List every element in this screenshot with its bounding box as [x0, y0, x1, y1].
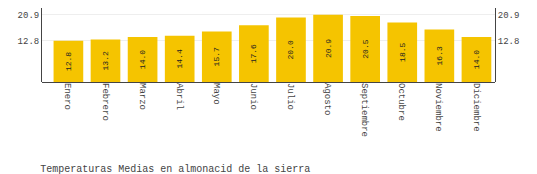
svg-text:20.0: 20.0 — [286, 40, 295, 59]
svg-text:Septiembre: Septiembre — [359, 83, 369, 137]
svg-text:14.0: 14.0 — [138, 50, 147, 69]
svg-text:14.0: 14.0 — [472, 50, 481, 69]
svg-text:Agosto: Agosto — [322, 83, 332, 115]
svg-text:12.8: 12.8 — [64, 52, 73, 71]
svg-text:13.2: 13.2 — [101, 51, 110, 70]
svg-text:Enero: Enero — [62, 83, 72, 110]
svg-text:Junio: Junio — [248, 83, 258, 110]
svg-text:Octubre: Octubre — [396, 83, 406, 121]
svg-text:Mayo: Mayo — [211, 83, 221, 105]
svg-text:20.9: 20.9 — [18, 11, 40, 21]
svg-text:Febrero: Febrero — [100, 83, 110, 121]
svg-text:20.5: 20.5 — [361, 39, 370, 58]
svg-text:Noviembre: Noviembre — [433, 83, 443, 132]
svg-text:18.5: 18.5 — [398, 43, 407, 62]
svg-text:12.8: 12.8 — [498, 37, 520, 47]
svg-text:Abril: Abril — [174, 83, 184, 110]
svg-text:Diciembre: Diciembre — [471, 83, 481, 132]
svg-text:15.7: 15.7 — [212, 47, 221, 66]
svg-text:12.8: 12.8 — [18, 37, 40, 47]
svg-text:14.4: 14.4 — [175, 49, 184, 68]
svg-text:20.9: 20.9 — [324, 39, 333, 58]
svg-text:Julio: Julio — [285, 83, 295, 110]
svg-text:17.6: 17.6 — [249, 44, 258, 63]
svg-text:Marzo: Marzo — [137, 83, 147, 110]
svg-text:Temperaturas Medias en almonac: Temperaturas Medias en almonacid de la s… — [40, 164, 310, 174]
svg-text:20.9: 20.9 — [498, 11, 520, 21]
svg-text:16.3: 16.3 — [435, 46, 444, 65]
